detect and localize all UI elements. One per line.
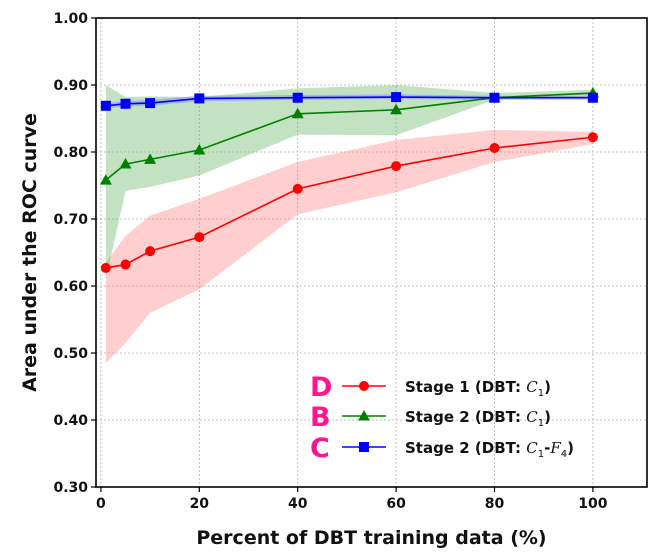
data-point-series-3: [292, 92, 303, 103]
data-point-series-2: [193, 143, 206, 155]
data-point-series-1: [489, 142, 500, 153]
legend-letter: D: [310, 372, 332, 403]
legend-marker: [359, 442, 369, 452]
y-tick-label: 0.30: [53, 480, 88, 496]
data-point-series-3: [194, 93, 205, 104]
x-tick-label: 100: [578, 496, 607, 512]
data-point-series-3: [145, 98, 156, 109]
data-point-series-2: [119, 158, 132, 169]
data-point-series-3: [120, 98, 131, 109]
x-tick-label: 0: [96, 496, 106, 512]
x-axis-title: Percent of DBT training data (%): [196, 527, 546, 549]
legend: D Stage 1 (DBT: C1) B Stage 2 (DBT: C1) C Sta…: [310, 372, 574, 464]
y-tick-label: 0.60: [53, 279, 88, 295]
x-tick-label: 60: [386, 496, 406, 512]
legend-marker: [359, 381, 369, 391]
data-point-series-1: [100, 262, 111, 273]
y-axis-ticks: 0.30 0.40 0.50 0.60 0.70 0.80 0.90 1.00: [53, 11, 96, 496]
y-tick-label: 0.80: [53, 145, 88, 161]
legend-label: Stage 2 (DBT: C1-F4): [405, 439, 574, 460]
data-point-series-1: [120, 259, 131, 270]
data-point-series-3: [100, 100, 111, 111]
data-point-series-3: [391, 92, 402, 103]
series-line-2: [105, 92, 593, 181]
data-point-series-2: [144, 153, 157, 164]
x-tick-label: 40: [288, 496, 308, 512]
data-point-series-1: [391, 161, 402, 172]
y-tick-label: 1.00: [53, 11, 88, 27]
legend-letter: C: [310, 433, 330, 464]
data-point-series-3: [587, 92, 598, 103]
y-tick-label: 0.90: [53, 78, 88, 94]
x-tick-label: 20: [190, 496, 210, 512]
x-tick-label: 80: [485, 496, 505, 512]
data-point-series-1: [292, 183, 303, 194]
legend-letter: B: [310, 402, 331, 433]
data-point-series-2: [291, 107, 304, 119]
data-point-series-3: [489, 92, 500, 103]
data-point-series-1: [145, 246, 156, 257]
legend-label: Stage 1 (DBT: C1): [405, 378, 551, 399]
legend-label: Stage 2 (DBT: C1): [405, 408, 551, 429]
y-tick-label: 0.40: [53, 413, 88, 429]
data-point-series-1: [194, 232, 205, 243]
series-markers: [99, 87, 599, 273]
y-tick-label: 0.70: [53, 212, 88, 228]
plot-frame: [95, 17, 648, 488]
legend-marker: [358, 410, 370, 421]
data-point-series-1: [587, 132, 598, 143]
y-tick-label: 0.50: [53, 346, 88, 362]
x-axis-ticks: 0 20 40 60 80 100: [96, 487, 608, 512]
data-point-series-2: [390, 103, 403, 115]
data-point-series-2: [99, 174, 112, 185]
confidence-band-series-2: [105, 85, 593, 280]
y-axis-title: Area under the ROC curve: [19, 113, 41, 392]
